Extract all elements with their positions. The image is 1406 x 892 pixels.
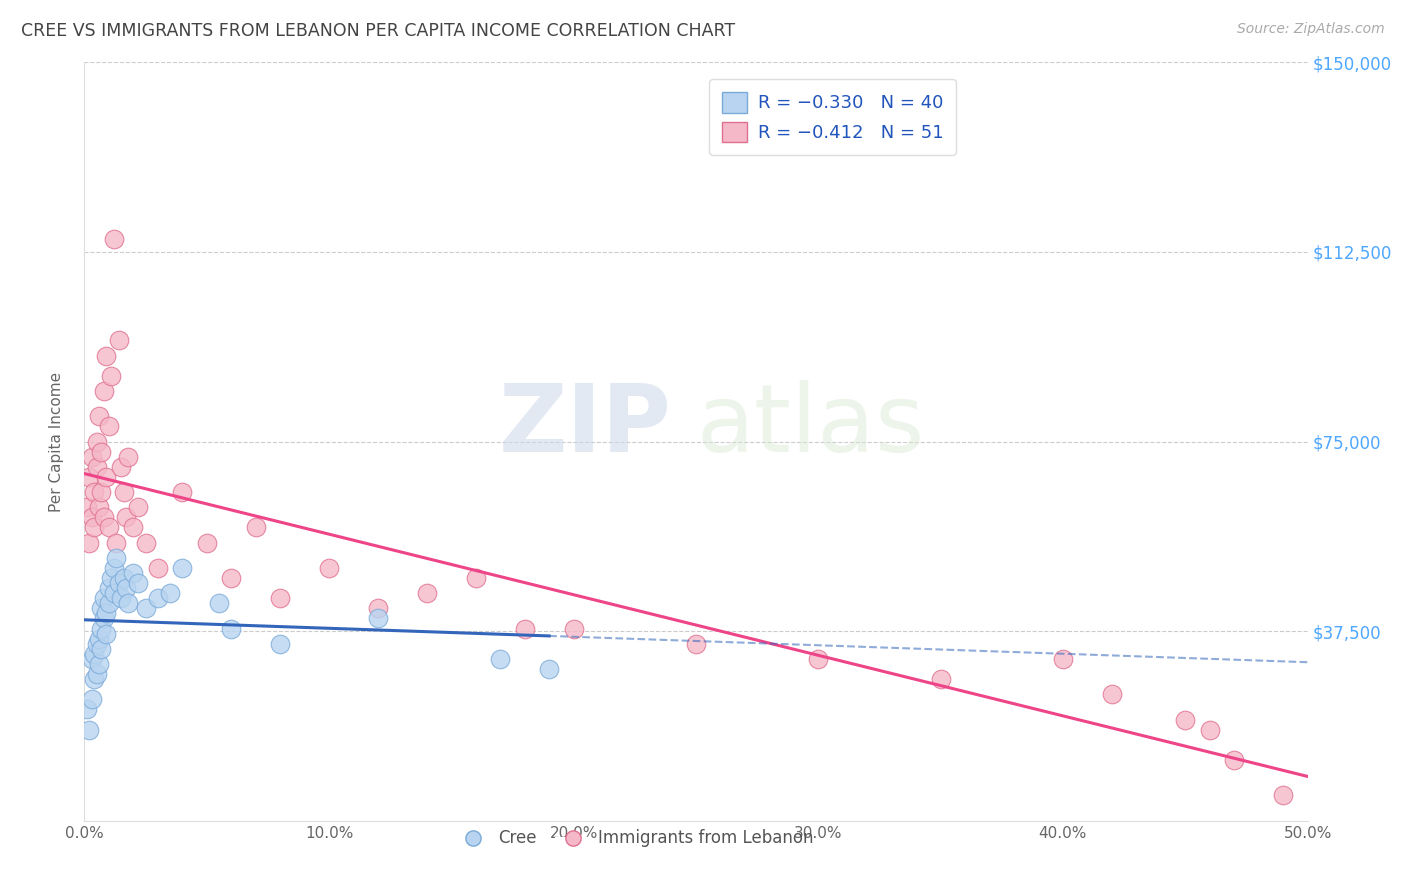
Legend: Cree, Immigrants from Lebanon: Cree, Immigrants from Lebanon: [450, 822, 820, 854]
Point: [122, 566, 145, 580]
Point: [105, 550, 128, 565]
Point: [103, 586, 125, 600]
Point: [219, 622, 242, 636]
Text: CREE VS IMMIGRANTS FROM LEBANON PER CAPITA INCOME CORRELATION CHART: CREE VS IMMIGRANTS FROM LEBANON PER CAPI…: [21, 22, 735, 40]
Point: [87, 409, 110, 424]
Point: [1101, 687, 1123, 701]
Point: [100, 368, 122, 383]
Point: [96, 470, 118, 484]
Point: [103, 232, 125, 246]
Point: [127, 500, 149, 515]
Y-axis label: Per Capita Income: Per Capita Income: [49, 371, 63, 512]
Point: [489, 652, 512, 666]
Point: [87, 500, 110, 515]
Point: [1174, 713, 1197, 727]
Point: [90, 485, 112, 500]
Point: [172, 561, 194, 575]
Point: [90, 641, 112, 656]
Point: [87, 632, 110, 646]
Point: [159, 586, 181, 600]
Point: [107, 576, 129, 591]
Point: [1198, 723, 1220, 737]
Point: [269, 591, 291, 606]
Point: [80, 692, 103, 706]
Point: [80, 652, 103, 666]
Point: [97, 520, 120, 534]
Point: [83, 520, 105, 534]
Point: [87, 657, 110, 671]
Point: [219, 571, 242, 585]
Point: [929, 672, 952, 686]
Point: [107, 334, 129, 348]
Point: [135, 601, 157, 615]
Point: [90, 622, 112, 636]
Point: [93, 384, 115, 398]
Point: [96, 626, 118, 640]
Point: [77, 535, 100, 549]
Point: [685, 637, 707, 651]
Point: [367, 601, 389, 615]
Point: [245, 520, 267, 534]
Point: [110, 459, 132, 474]
Point: [86, 667, 108, 681]
Point: [96, 349, 118, 363]
Point: [112, 485, 135, 500]
Text: atlas: atlas: [696, 380, 924, 473]
Point: [97, 419, 120, 434]
Text: ZIP: ZIP: [499, 380, 672, 473]
Point: [172, 485, 194, 500]
Point: [103, 561, 125, 575]
Point: [318, 561, 340, 575]
Point: [807, 652, 830, 666]
Point: [77, 723, 100, 737]
Point: [562, 622, 585, 636]
Point: [195, 535, 218, 549]
Point: [1272, 789, 1295, 803]
Point: [76, 500, 98, 515]
Point: [90, 601, 112, 615]
Point: [513, 622, 536, 636]
Point: [80, 450, 103, 464]
Point: [416, 586, 439, 600]
Point: [93, 611, 115, 625]
Text: Source: ZipAtlas.com: Source: ZipAtlas.com: [1237, 22, 1385, 37]
Point: [83, 672, 105, 686]
Point: [77, 470, 100, 484]
Point: [97, 581, 120, 595]
Point: [86, 637, 108, 651]
Point: [135, 535, 157, 549]
Point: [146, 561, 169, 575]
Point: [122, 520, 145, 534]
Point: [367, 611, 389, 625]
Point: [146, 591, 169, 606]
Point: [1223, 753, 1246, 767]
Point: [86, 434, 108, 449]
Point: [110, 591, 132, 606]
Point: [90, 444, 112, 458]
Point: [538, 662, 561, 676]
Point: [76, 702, 98, 716]
Point: [97, 596, 120, 610]
Point: [100, 571, 122, 585]
Point: [80, 510, 103, 524]
Point: [117, 450, 139, 464]
Point: [83, 647, 105, 661]
Point: [96, 607, 118, 621]
Point: [115, 581, 138, 595]
Point: [208, 596, 231, 610]
Point: [83, 485, 105, 500]
Point: [105, 535, 128, 549]
Point: [93, 591, 115, 606]
Point: [127, 576, 149, 591]
Point: [117, 596, 139, 610]
Point: [112, 571, 135, 585]
Point: [86, 459, 108, 474]
Point: [464, 571, 486, 585]
Point: [1052, 652, 1074, 666]
Point: [93, 510, 115, 524]
Point: [269, 637, 291, 651]
Point: [115, 510, 138, 524]
